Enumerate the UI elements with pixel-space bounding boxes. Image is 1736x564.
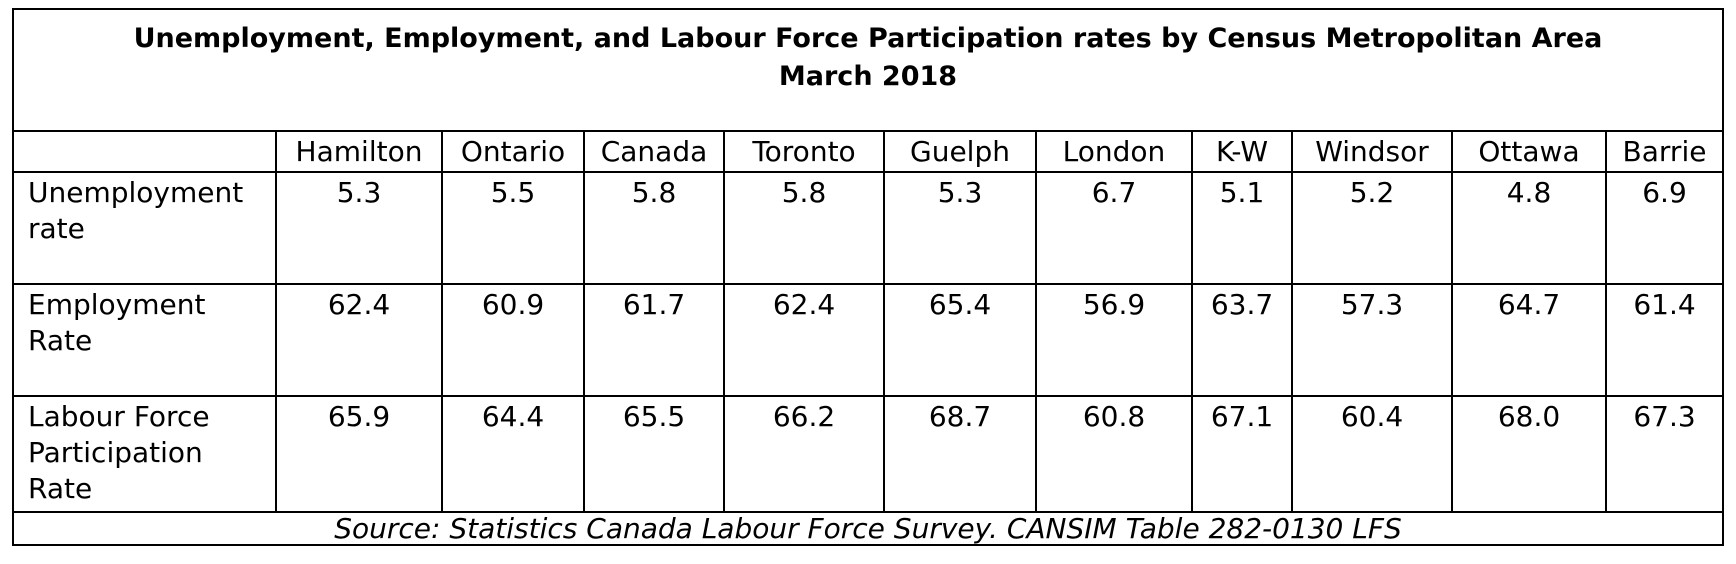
data-cell: 66.2 <box>723 395 885 513</box>
data-cell: 5.1 <box>1191 171 1293 285</box>
table-title-block: Unemployment, Employment, and Labour For… <box>14 10 1722 132</box>
data-cell: 56.9 <box>1035 283 1193 397</box>
data-cell: 64.7 <box>1451 283 1607 397</box>
data-cell: 5.3 <box>275 171 443 285</box>
data-cell: 60.9 <box>441 283 585 397</box>
row-label-line: Rate <box>28 472 93 505</box>
data-cell: 65.4 <box>883 283 1037 397</box>
data-cell: 61.7 <box>583 283 725 397</box>
column-header: Ontario <box>441 132 585 173</box>
table-subtitle: March 2018 <box>778 61 958 92</box>
data-cell: 64.4 <box>441 395 585 513</box>
data-cell: 65.9 <box>275 395 443 513</box>
column-header: London <box>1035 132 1193 173</box>
row-label: Labour Force Participation Rate <box>14 395 277 513</box>
data-cell: 57.3 <box>1291 283 1453 397</box>
column-header: Barrie <box>1605 132 1722 173</box>
data-cell: 65.5 <box>583 395 725 513</box>
data-cell: 60.4 <box>1291 395 1453 513</box>
data-cell: 62.4 <box>723 283 885 397</box>
column-header: Toronto <box>723 132 885 173</box>
data-cell: 68.0 <box>1451 395 1607 513</box>
column-header: Canada <box>583 132 725 173</box>
table-row: Unemployment rate 5.3 5.5 5.8 5.8 5.3 6.7 5.1 5.2… <box>14 171 1722 285</box>
column-header: Windsor <box>1291 132 1453 173</box>
rates-table: Unemployment, Employment, and Labour For… <box>12 8 1724 546</box>
data-cell: 67.1 <box>1191 395 1293 513</box>
data-cell: 6.7 <box>1035 171 1193 285</box>
row-label-line: Labour Force <box>28 400 210 433</box>
data-cell: 6.9 <box>1605 171 1722 285</box>
row-label-line: Employment <box>28 288 206 321</box>
header-corner-cell <box>14 132 277 173</box>
data-cell: 60.8 <box>1035 395 1193 513</box>
row-label-line: Rate <box>28 324 93 357</box>
row-label: Unemployment rate <box>14 171 277 285</box>
table-row: Labour Force Participation Rate 65.9 64.4 65.… <box>14 395 1722 513</box>
column-header: Hamilton <box>275 132 443 173</box>
data-cell: 5.3 <box>883 171 1037 285</box>
data-grid: Hamilton Ontario Canada Toronto Guelph London… <box>14 132 1722 513</box>
column-header: Guelph <box>883 132 1037 173</box>
row-label-line: Unemployment <box>28 176 244 209</box>
data-cell: 4.8 <box>1451 171 1607 285</box>
data-cell: 5.5 <box>441 171 585 285</box>
data-cell: 5.2 <box>1291 171 1453 285</box>
data-cell: 5.8 <box>723 171 885 285</box>
column-header: Ottawa <box>1451 132 1607 173</box>
row-label-line: rate <box>28 212 85 245</box>
data-cell: 68.7 <box>883 395 1037 513</box>
column-header: K-W <box>1191 132 1293 173</box>
table-title: Unemployment, Employment, and Labour For… <box>133 23 1603 54</box>
data-cell: 61.4 <box>1605 283 1722 397</box>
data-cell: 5.8 <box>583 171 725 285</box>
row-label-line: Participation <box>28 436 203 469</box>
table-row: Employment Rate 62.4 60.9 61.7 62.4 65.4 56.9 63… <box>14 283 1722 397</box>
source-note: Source: Statistics Canada Labour Force S… <box>334 512 1402 545</box>
row-label: Employment Rate <box>14 283 277 397</box>
data-cell: 67.3 <box>1605 395 1722 513</box>
data-cell: 63.7 <box>1191 283 1293 397</box>
header-row: Hamilton Ontario Canada Toronto Guelph London… <box>14 132 1722 173</box>
data-cell: 62.4 <box>275 283 443 397</box>
